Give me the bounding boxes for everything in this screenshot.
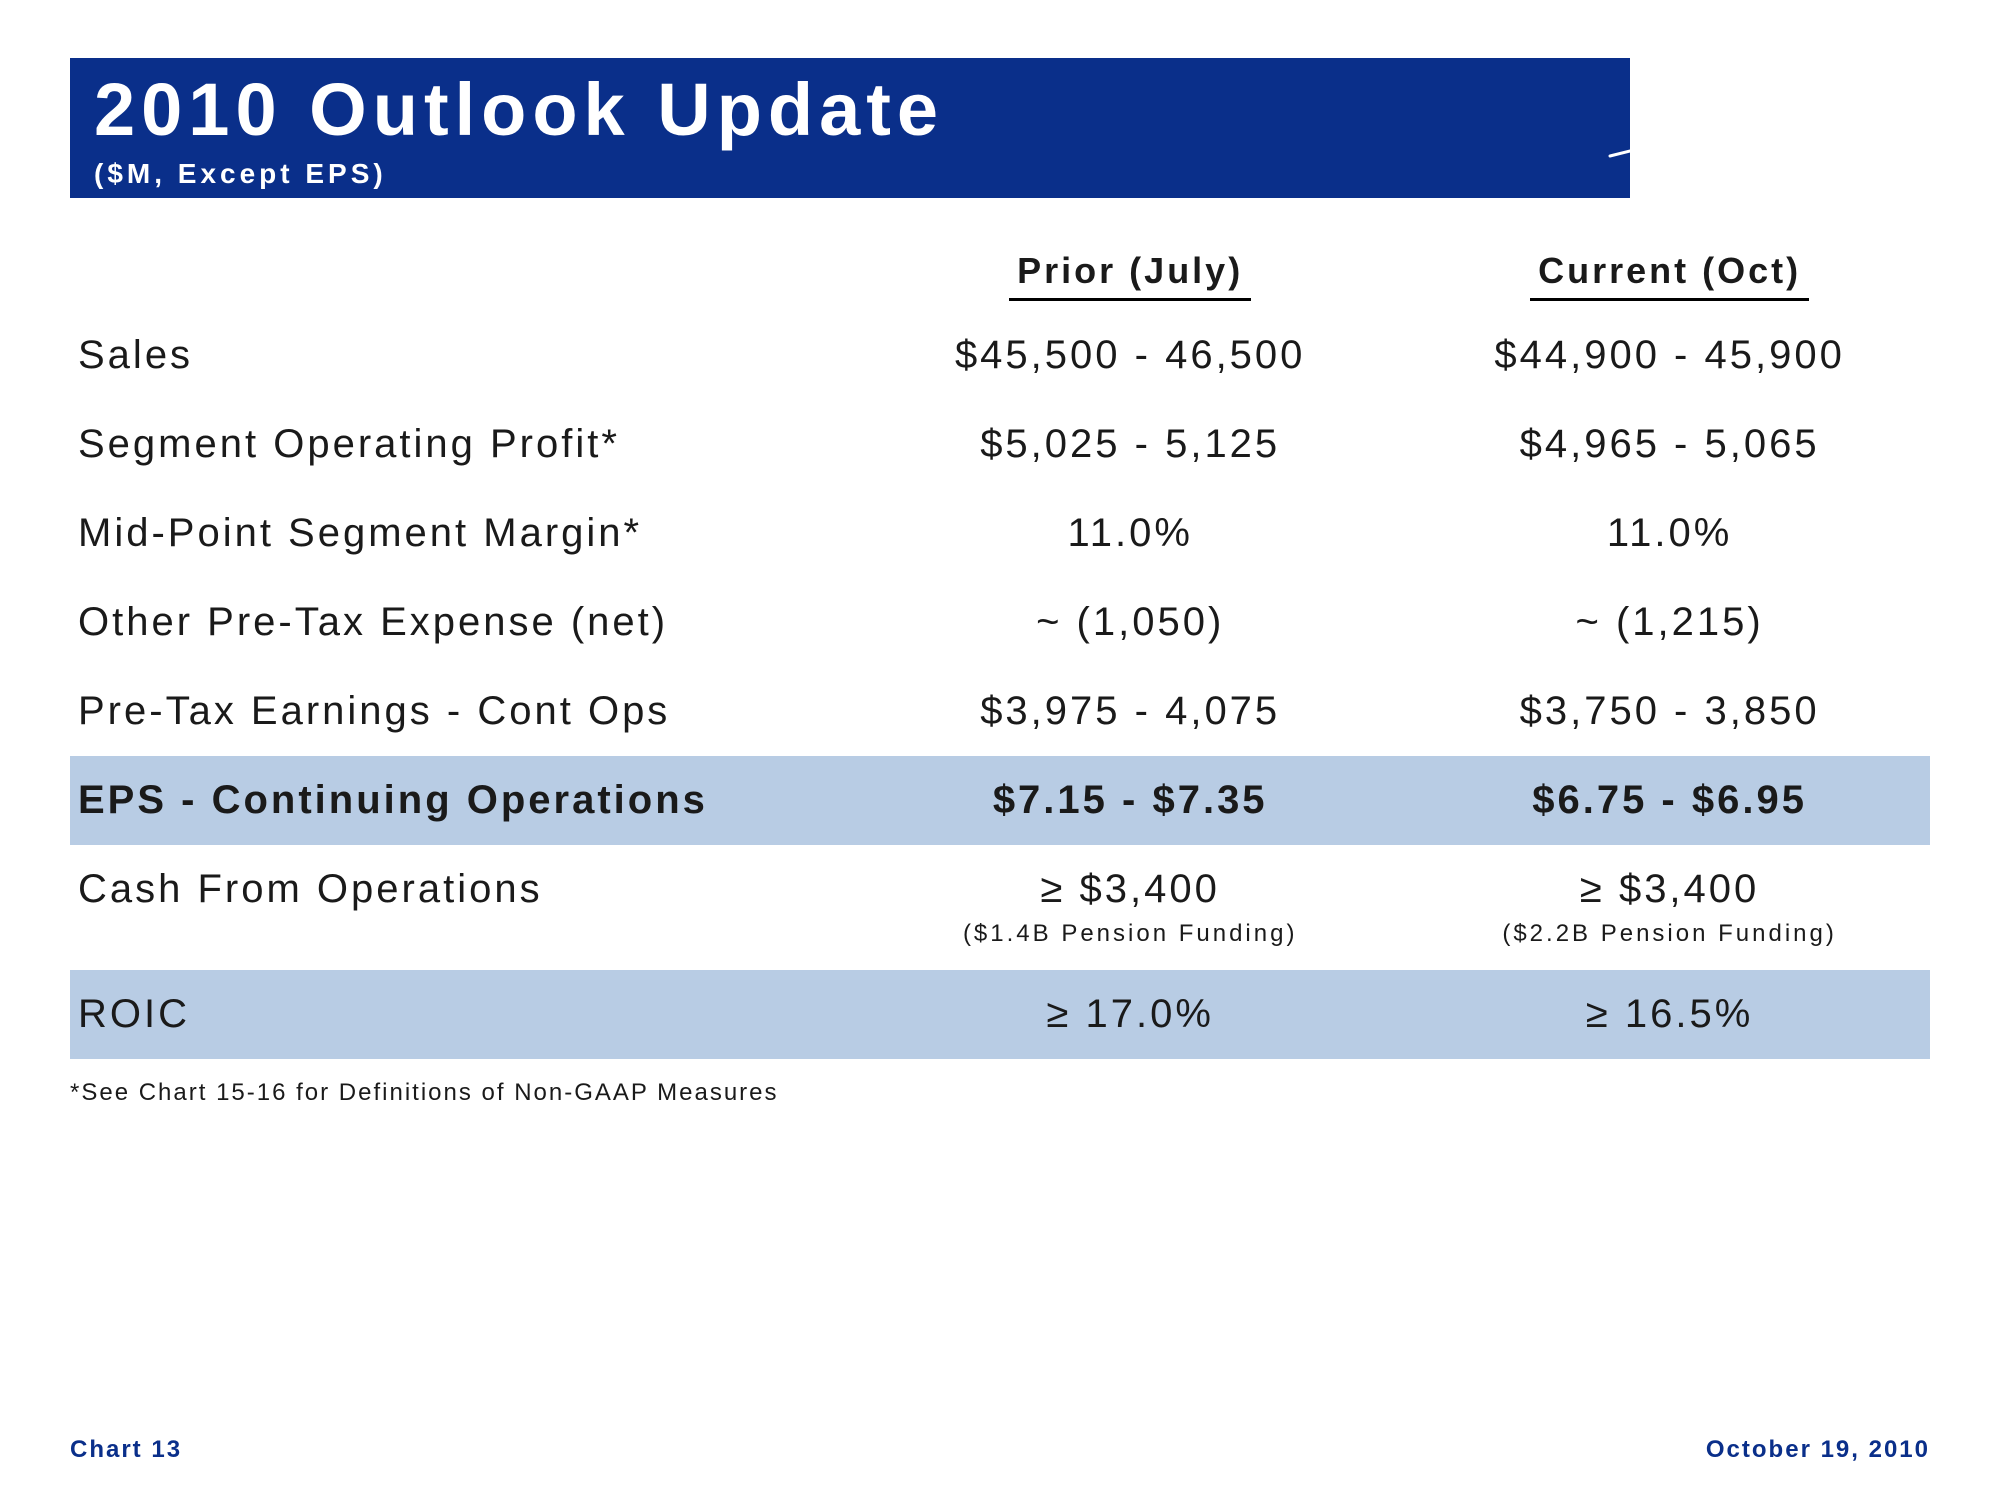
col-header-prior: Prior (July) xyxy=(851,240,1409,311)
row-label: Sales xyxy=(70,311,851,400)
title-wrap: 2010 Outlook Update ($M, Except EPS) xyxy=(70,67,944,190)
table-header-row: Prior (July) Current (Oct) xyxy=(70,240,1930,311)
col-header-prior-label: Prior (July) xyxy=(1009,250,1251,301)
col-header-current: Current (Oct) xyxy=(1409,240,1930,311)
row-current-value: ~ (1,215) xyxy=(1575,600,1763,644)
row-current-value: $4,965 - 5,065 xyxy=(1520,422,1820,466)
row-prior: $7.15 - $7.35 xyxy=(851,756,1409,845)
row-prior-value: $3,975 - 4,075 xyxy=(980,689,1280,733)
row-current: $3,750 - 3,850 xyxy=(1409,667,1930,756)
row-label: Pre-Tax Earnings - Cont Ops xyxy=(70,667,851,756)
footer-date: October 19, 2010 xyxy=(1706,1436,1930,1464)
row-current: $4,965 - 5,065 xyxy=(1409,400,1930,489)
col-header-current-label: Current (Oct) xyxy=(1530,250,1809,301)
row-current: $6.75 - $6.95 xyxy=(1409,756,1930,845)
row-label: EPS - Continuing Operations xyxy=(70,756,851,845)
row-label: Segment Operating Profit* xyxy=(70,400,851,489)
footer-chart-number: Chart 13 xyxy=(70,1436,182,1464)
row-label: ROIC xyxy=(70,970,851,1059)
row-prior: ~ (1,050) xyxy=(851,578,1409,667)
row-prior-value: ≥ 17.0% xyxy=(1046,992,1213,1036)
row-prior-value: ≥ $3,400 xyxy=(1040,867,1219,911)
row-prior-subtext: ($1.4B Pension Funding) xyxy=(859,920,1401,948)
footnote: *See Chart 15-16 for Definitions of Non-… xyxy=(70,1079,1930,1107)
row-current: $44,900 - 45,900 xyxy=(1409,311,1930,400)
row-prior-value: $45,500 - 46,500 xyxy=(955,333,1305,377)
row-prior: 11.0% xyxy=(851,489,1409,578)
row-current-value: ≥ 16.5% xyxy=(1586,992,1753,1036)
row-prior-value: $7.15 - $7.35 xyxy=(993,778,1268,822)
row-current: ~ (1,215) xyxy=(1409,578,1930,667)
row-label: Other Pre-Tax Expense (net) xyxy=(70,578,851,667)
row-label: Mid-Point Segment Margin* xyxy=(70,489,851,578)
footer: Chart 13 October 19, 2010 xyxy=(70,1436,1930,1464)
table-row: EPS - Continuing Operations $7.15 - $7.35… xyxy=(70,756,1930,845)
table-row: Segment Operating Profit* $5,025 - 5,125 $… xyxy=(70,400,1930,489)
row-current-value: 11.0% xyxy=(1607,511,1732,555)
row-prior: ≥ $3,400 ($1.4B Pension Funding) xyxy=(851,845,1409,970)
row-current-subtext: ($2.2B Pension Funding) xyxy=(1417,920,1922,948)
table-row: Sales $45,500 - 46,500 $44,900 - 45,900 xyxy=(70,311,1930,400)
lockheed-star-icon xyxy=(1600,36,1900,226)
page-subtitle: ($M, Except EPS) xyxy=(94,158,944,190)
row-prior-value: ~ (1,050) xyxy=(1036,600,1224,644)
slide: 2010 Outlook Update ($M, Except EPS) Pri… xyxy=(0,0,2000,1500)
row-current: 11.0% xyxy=(1409,489,1930,578)
title-bar: 2010 Outlook Update ($M, Except EPS) xyxy=(70,58,1930,198)
table-row: Mid-Point Segment Margin* 11.0% 11.0% xyxy=(70,489,1930,578)
outlook-table-wrap: Prior (July) Current (Oct) Sales $45,500 … xyxy=(70,240,1930,1059)
row-prior: $45,500 - 46,500 xyxy=(851,311,1409,400)
row-current-value: $3,750 - 3,850 xyxy=(1520,689,1820,733)
table-row: Pre-Tax Earnings - Cont Ops $3,975 - 4,07… xyxy=(70,667,1930,756)
row-current: ≥ 16.5% xyxy=(1409,970,1930,1059)
row-prior-value: $5,025 - 5,125 xyxy=(980,422,1280,466)
row-prior: $3,975 - 4,075 xyxy=(851,667,1409,756)
row-current-value: ≥ $3,400 xyxy=(1580,867,1759,911)
row-current: ≥ $3,400 ($2.2B Pension Funding) xyxy=(1409,845,1930,970)
table-row: ROIC ≥ 17.0% ≥ 16.5% xyxy=(70,970,1930,1059)
row-prior-value: 11.0% xyxy=(1067,511,1192,555)
row-label: Cash From Operations xyxy=(70,845,851,970)
row-current-value: $6.75 - $6.95 xyxy=(1532,778,1807,822)
outlook-table: Prior (July) Current (Oct) Sales $45,500 … xyxy=(70,240,1930,1059)
row-prior: ≥ 17.0% xyxy=(851,970,1409,1059)
table-row: Other Pre-Tax Expense (net) ~ (1,050) ~ (1… xyxy=(70,578,1930,667)
table-body: Sales $45,500 - 46,500 $44,900 - 45,900 Seg… xyxy=(70,311,1930,1059)
page-title: 2010 Outlook Update xyxy=(94,67,944,152)
row-current-value: $44,900 - 45,900 xyxy=(1494,333,1844,377)
table-row: Cash From Operations ≥ $3,400 ($1.4B Pensi… xyxy=(70,845,1930,970)
row-prior: $5,025 - 5,125 xyxy=(851,400,1409,489)
